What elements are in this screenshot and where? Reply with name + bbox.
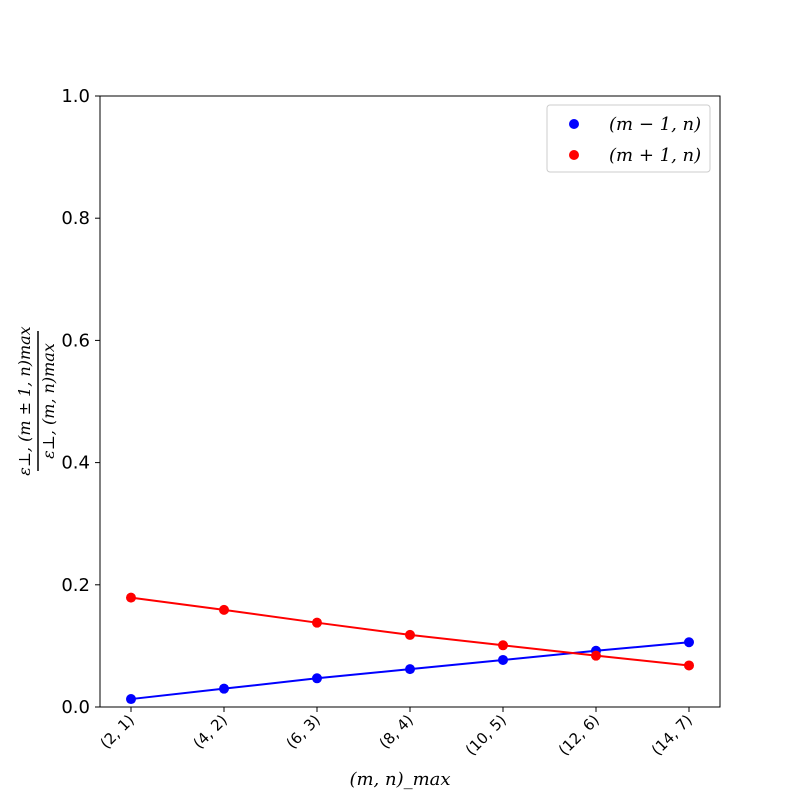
data-point-series-0: [405, 664, 415, 675]
data-point-series-1: [498, 640, 508, 651]
y-axis-label-numerator: ε⊥, (m ± 1, n)max: [15, 326, 34, 475]
data-point-series-0: [498, 654, 508, 665]
y-tick-label: 0.2: [61, 575, 90, 596]
legend-label-series-1: (m + 1, n): [609, 145, 701, 166]
data-point-series-1: [591, 650, 601, 661]
y-tick-label: 1.0: [61, 86, 90, 107]
x-tick-label: (2, 1): [97, 711, 138, 752]
data-point-series-1: [684, 660, 694, 671]
x-axis-label-text: (m, n)_max: [349, 769, 450, 790]
legend: (m − 1, n) (m + 1, n): [546, 104, 711, 173]
x-axis-ticks: (2, 1) (4, 2) (6, 3) (8, 4) (10, 5) (12, 6) (1…: [97, 707, 696, 759]
x-tick-label: (10, 5): [462, 711, 510, 759]
y-tick-label: 0.8: [61, 208, 90, 229]
x-tick-label: (12, 6): [555, 711, 603, 759]
data-point-series-1: [219, 604, 229, 615]
data-point-series-0: [126, 694, 136, 705]
plot-area: [99, 95, 721, 708]
y-axis-label: ε⊥, (m ± 1, n)max ε⊥, (m, n)max: [15, 326, 58, 475]
data-point-series-0: [219, 683, 229, 694]
legend-label-series-0: (m − 1, n): [609, 114, 701, 135]
x-axis-label: (m, n)_max: [349, 769, 450, 790]
x-tick-label: (8, 4): [376, 711, 417, 752]
data-point-series-1: [126, 592, 136, 603]
y-axis-ticks: 0.0 0.2 0.4 0.6 0.8 1.0: [61, 86, 100, 718]
y-tick-label: 0.6: [61, 330, 90, 351]
data-point-series-1: [312, 617, 322, 628]
legend-marker-series-1: [569, 150, 579, 160]
data-point-series-0: [684, 637, 694, 648]
legend-box: [546, 104, 711, 173]
y-tick-label: 0.0: [61, 697, 90, 718]
x-tick-label: (4, 2): [190, 711, 231, 752]
x-tick-label: (6, 3): [283, 711, 324, 752]
data-point-series-0: [312, 673, 322, 684]
y-tick-label: 0.4: [61, 453, 90, 474]
x-tick-label: (14, 7): [648, 711, 696, 759]
legend-marker-series-0: [569, 119, 579, 129]
y-axis-label-denominator: ε⊥, (m, n)max: [39, 343, 58, 459]
data-point-series-1: [405, 629, 415, 640]
series-layer: [126, 592, 694, 705]
